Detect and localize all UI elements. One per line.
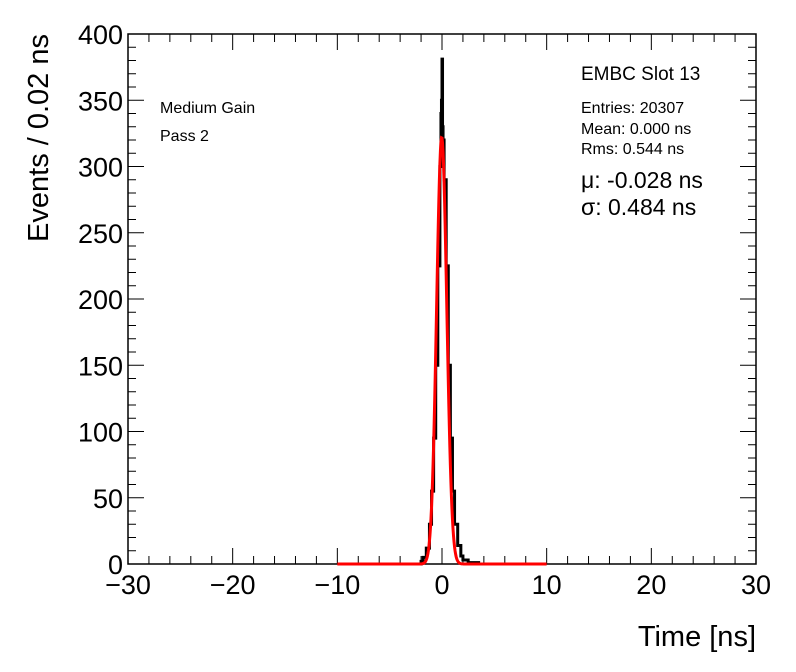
x-tick-label: −10 (314, 570, 360, 600)
y-tick-label: 50 (93, 484, 123, 514)
x-axis-tick-labels: −30 −20 −10 0 10 20 30 (105, 570, 771, 600)
x-tick-label: −20 (210, 570, 256, 600)
stats-mean: Mean: 0.000 ns (581, 121, 691, 138)
x-tick-label: 30 (741, 570, 771, 600)
y-tick-label: 200 (78, 285, 123, 315)
y-axis-ticks (128, 33, 756, 565)
y-tick-label: 300 (78, 153, 123, 183)
y-tick-label: 250 (78, 219, 123, 249)
stats-title: EMBC Slot 13 (581, 64, 700, 85)
label-medium-gain: Medium Gain (160, 100, 255, 117)
x-tick-label: 20 (636, 570, 666, 600)
fit-mu: μ: -0.028 ns (581, 167, 703, 193)
stats-entries: Entries: 20307 (581, 100, 684, 117)
x-axis-ticks (127, 34, 757, 564)
y-tick-label: 100 (78, 418, 123, 448)
x-tick-label: −30 (105, 570, 151, 600)
y-axis-tick-labels: 0 50 100 150 200 250 300 350 400 (78, 20, 123, 580)
y-tick-label: 0 (108, 550, 123, 580)
x-tick-label: 10 (532, 570, 562, 600)
x-tick-label: 0 (434, 570, 449, 600)
y-tick-label: 400 (78, 20, 123, 50)
label-pass: Pass 2 (160, 128, 209, 145)
gaussian-fit-curve (337, 135, 547, 566)
fit-sigma: σ: 0.484 ns (581, 194, 696, 220)
histogram-series (410, 57, 481, 566)
y-tick-label: 350 (78, 86, 123, 116)
x-axis-title: Time [ns] (638, 621, 756, 653)
stats-rms: Rms: 0.544 ns (581, 141, 684, 158)
y-axis-title: Events / 0.02 ns (23, 34, 55, 242)
y-tick-label: 150 (78, 351, 123, 381)
